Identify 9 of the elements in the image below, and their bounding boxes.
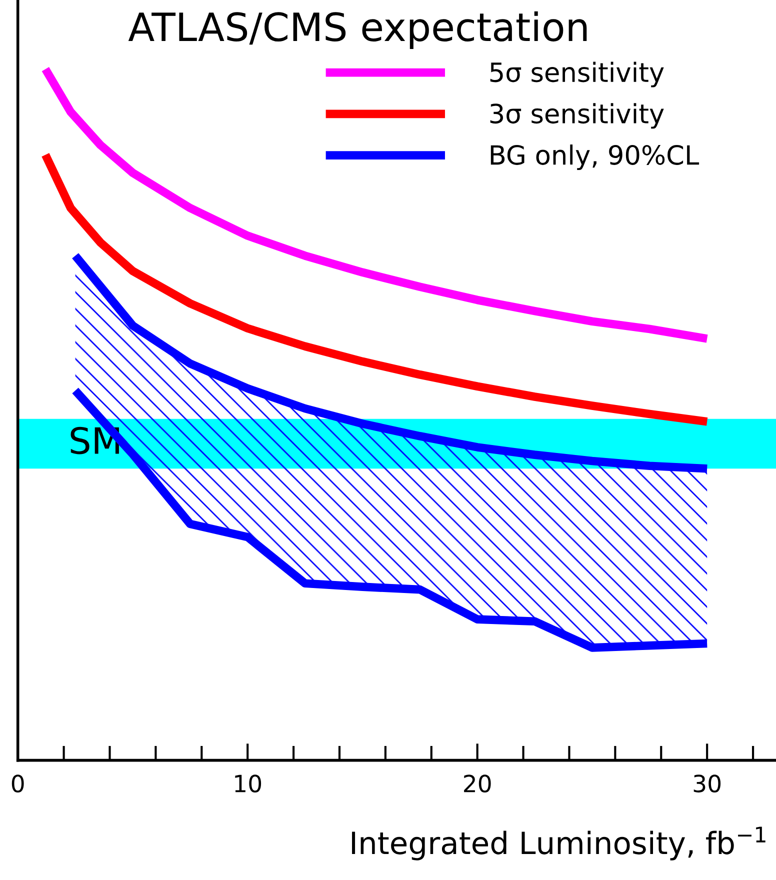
x-tick-label: 0 bbox=[12, 774, 24, 792]
x-axis-title: Integrated Luminosity, fb$^{−1}$ bbox=[352, 826, 766, 860]
legend-label: 5σ sensitivity bbox=[490, 62, 664, 88]
legend-label: 3σ sensitivity bbox=[490, 103, 664, 129]
legend-label: BG only, 90%CL bbox=[490, 144, 700, 170]
x-tick-label: 30 bbox=[694, 774, 721, 792]
x-tick-label: 20 bbox=[464, 774, 491, 792]
x-tick-label: 10 bbox=[235, 774, 262, 792]
chart-title: ATLAS/CMS expectation bbox=[128, 11, 587, 50]
